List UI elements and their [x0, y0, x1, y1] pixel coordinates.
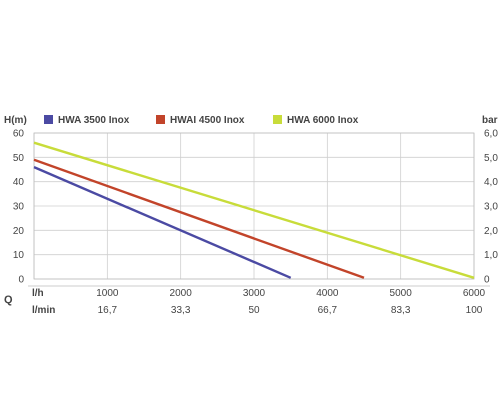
- legend-label: HWA 6000 Inox: [287, 115, 359, 126]
- legend-swatch: [44, 115, 53, 124]
- y-tick-label-left: 60: [13, 129, 25, 140]
- y-tick-label-right: 2,0: [484, 226, 498, 237]
- legend-swatch: [273, 115, 282, 124]
- y-tick-label-left: 0: [18, 275, 24, 286]
- y-tick-label-right: 3,0: [484, 202, 498, 213]
- x-tick-label-lmin: 100: [466, 305, 483, 316]
- series-lines: [33, 141, 475, 279]
- x-tick-label-lh: 1000: [96, 288, 119, 299]
- x-tick-label-lh: 2000: [170, 288, 193, 299]
- y-tick-label-left: 10: [13, 250, 25, 261]
- x-tick-label-lh: 5000: [390, 288, 413, 299]
- plot-frame: [33, 132, 475, 280]
- y-tick-label-right: 4,0: [484, 177, 498, 188]
- x-axis-symbol: Q: [4, 294, 13, 306]
- y-tick-label-left: 20: [13, 226, 25, 237]
- legend-swatch: [156, 115, 165, 124]
- axes: 0 10 20 30 40 50 60 0 1,0 2,0 3,0 4,0 5,0 6,0 1000 2000…: [13, 129, 498, 317]
- grid: [28, 132, 490, 287]
- x-tick-label-lh: 6000: [463, 288, 486, 299]
- y-tick-label-left: 30: [13, 202, 25, 213]
- x-tick-label-lmin: 83,3: [391, 305, 411, 316]
- y-tick-label-right: 1,0: [484, 250, 498, 261]
- x-tick-label-lh: 3000: [243, 288, 266, 299]
- y-tick-label-left: 50: [13, 153, 25, 164]
- series-line: [33, 158, 365, 279]
- y-tick-label-right: 5,0: [484, 153, 498, 164]
- legend-label: HWA 3500 Inox: [58, 115, 130, 126]
- x-tick-label-lmin: 33,3: [171, 305, 191, 316]
- legend: HWA 3500 Inox HWAI 4500 Inox HWA 6000 Inox: [44, 115, 359, 126]
- series-line: [33, 141, 475, 279]
- x-tick-label-lmin: 50: [248, 305, 260, 316]
- x-tick-label-lmin: 66,7: [318, 305, 338, 316]
- x-row-label-lmin: l/min: [32, 305, 55, 316]
- y-tick-label-right: 6,0: [484, 129, 498, 140]
- legend-label: HWAI 4500 Inox: [170, 115, 245, 126]
- x-tick-label-lmin: 16,7: [98, 305, 118, 316]
- x-row-label-lh: l/h: [32, 288, 44, 299]
- x-tick-label-lh: 4000: [316, 288, 339, 299]
- series-line: [33, 165, 292, 279]
- y-axis-label-left: H(m): [4, 115, 27, 126]
- y-tick-label-left: 40: [13, 177, 25, 188]
- y-axis-label-right: bar: [482, 115, 498, 126]
- y-tick-label-right: 0: [484, 275, 490, 286]
